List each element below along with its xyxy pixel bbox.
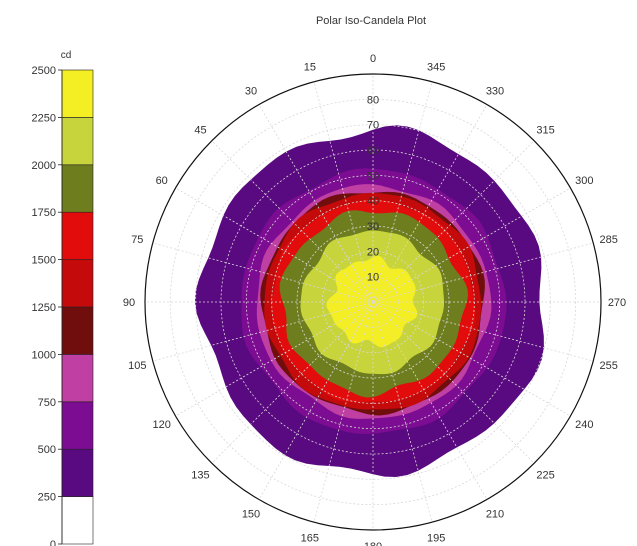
- angular-gridline: [372, 301, 571, 417]
- angular-gridline: [313, 81, 374, 303]
- angle-tick-label: 90: [123, 297, 135, 309]
- colorbar-tick-label: 2000: [32, 160, 56, 172]
- radial-gridline: [245, 174, 501, 430]
- colorbar-tick-label: 250: [38, 492, 56, 504]
- angle-tick-label: 0: [370, 53, 376, 65]
- angular-gridline: [258, 104, 374, 303]
- angle-tick-label: 225: [536, 470, 554, 482]
- angle-tick-label: 285: [600, 234, 618, 246]
- angular-gridline: [372, 301, 433, 523]
- angular-gridline: [258, 301, 374, 500]
- colorbar-band: [61, 211, 94, 260]
- angle-tick-label: 45: [194, 124, 206, 136]
- angle-tick-label: 180: [364, 541, 382, 546]
- angle-tick-label: 240: [575, 419, 593, 431]
- polar-plot: 10 20 30 40 50 60 70 80 0 15 30 45 60 75 90 105 120 135 1…: [123, 53, 626, 546]
- angle-tick-label: 345: [427, 61, 445, 73]
- colorbar-tick-label: 2250: [32, 112, 56, 124]
- radial-tick-label: 40: [367, 196, 379, 208]
- angular-gridline: [175, 187, 374, 303]
- angular-gridline: [372, 81, 433, 303]
- angular-gridline: [175, 301, 374, 417]
- angle-tick-label: 135: [191, 470, 209, 482]
- radial-tick-label: 20: [367, 246, 379, 258]
- angular-gridline: [372, 301, 535, 464]
- angle-tick-label: 105: [128, 360, 146, 372]
- angular-gridline: [211, 301, 374, 464]
- colorbar-band: [61, 306, 94, 355]
- radial-tick-label: 50: [367, 170, 379, 182]
- angle-tick-label: 30: [245, 86, 257, 98]
- angle-tick-label: 300: [575, 175, 593, 187]
- angular-gridline: [372, 187, 571, 303]
- colorbar-band: [61, 117, 94, 166]
- radial-gridline: [321, 250, 425, 354]
- radial-tick-label: 60: [367, 145, 379, 157]
- angle-tick-label: 120: [153, 419, 171, 431]
- angular-gridline: [211, 140, 374, 303]
- radial-tick-label: 80: [367, 94, 379, 106]
- colorbar-tick-label: 1250: [32, 302, 56, 314]
- colorbar-band: [61, 496, 94, 545]
- colorbar-tick-label: 1500: [32, 255, 56, 267]
- colorbar-band: [61, 164, 94, 213]
- angular-gridline: [372, 301, 594, 362]
- colorbar-band: [61, 401, 94, 450]
- angular-gridline: [372, 140, 535, 303]
- angle-tick-label: 315: [536, 124, 554, 136]
- angle-tick-label: 165: [301, 533, 319, 545]
- radial-gridline: [169, 98, 577, 506]
- angle-tick-label: 255: [600, 360, 618, 372]
- colorbar-band: [61, 259, 94, 308]
- colorbar-band: [61, 354, 94, 403]
- angle-tick-label: 15: [304, 61, 316, 73]
- angle-tick-label: 195: [427, 533, 445, 545]
- outer-ring: [144, 73, 602, 531]
- angular-gridline: [313, 301, 374, 523]
- colorbar-tick-label: 2500: [32, 65, 56, 77]
- radial-tick-label: 70: [367, 120, 379, 132]
- angle-tick-label: 75: [131, 234, 143, 246]
- angular-gridline: [372, 104, 488, 303]
- colorbar-tick-label: 0: [50, 539, 56, 546]
- radial-tick-label: 10: [367, 272, 379, 284]
- angular-gridline: [152, 242, 374, 303]
- colorbar-tick-label: 1000: [32, 349, 56, 361]
- angle-tick-label: 270: [608, 297, 626, 309]
- colorbar-tick-label: 750: [38, 397, 56, 409]
- colorbar-tick-label: 1750: [32, 207, 56, 219]
- colorbar-band: [61, 69, 94, 118]
- chart-title: Polar Iso-Candela Plot: [316, 15, 426, 27]
- angular-gridline: [372, 242, 594, 303]
- angular-gridline: [152, 301, 374, 362]
- colorbar-band: [61, 448, 94, 497]
- radial-tick-label: 30: [367, 221, 379, 233]
- colorbar-unit: cd: [61, 50, 72, 61]
- angle-tick-label: 330: [486, 86, 504, 98]
- colorbar: cd 0 250 500 750 1000 1250 1500 1750 2000 2250 250…: [32, 50, 94, 546]
- angle-tick-label: 210: [486, 508, 504, 520]
- angle-tick-label: 150: [242, 508, 260, 520]
- angular-gridline: [372, 301, 488, 500]
- colorbar-tick-label: 500: [38, 444, 56, 456]
- angle-tick-label: 60: [156, 175, 168, 187]
